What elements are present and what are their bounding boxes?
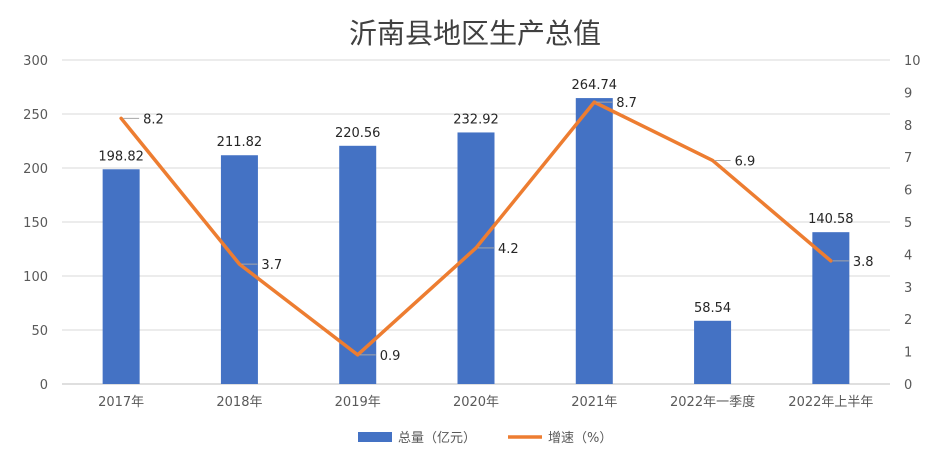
line-data-label: 6.9 <box>735 154 756 169</box>
line-data-label: 3.8 <box>853 255 874 270</box>
line-point <box>119 116 123 120</box>
line-data-label: 3.7 <box>261 258 282 273</box>
line-point <box>592 100 596 104</box>
legend-entry-line: 增速（%） <box>548 431 612 446</box>
x-tick-label: 2019年 <box>335 395 381 410</box>
bar-data-label: 58.54 <box>694 301 731 316</box>
y-left-tick-label: 200 <box>23 162 48 177</box>
legend-entry-bar: 总量（亿元） <box>398 431 476 446</box>
y-right-tick-label: 0 <box>904 378 912 393</box>
legend-swatch-bar <box>358 432 392 442</box>
y-right-tick-label: 6 <box>904 184 912 199</box>
x-tick-label: 2017年 <box>98 395 144 410</box>
x-tick-label: 2020年 <box>453 395 499 410</box>
y-left-tick-label: 150 <box>23 216 48 231</box>
line-data-label: 4.2 <box>498 242 519 257</box>
y-right-tick-label: 10 <box>904 54 921 69</box>
y-right-tick-label: 9 <box>904 86 912 101</box>
line-data-label: 0.9 <box>380 349 401 364</box>
line-data-label: 8.7 <box>616 96 637 111</box>
y-right-tick-label: 1 <box>904 346 912 361</box>
y-right-tick-label: 2 <box>904 313 912 328</box>
line-point <box>356 353 360 357</box>
bar <box>812 232 850 384</box>
x-tick-label: 2022年一季度 <box>670 394 755 410</box>
bar-data-label: 211.82 <box>217 135 263 150</box>
bar-data-label: 198.82 <box>98 149 144 164</box>
bar <box>339 145 377 384</box>
line-point <box>829 259 833 263</box>
y-right-tick-label: 8 <box>904 119 912 134</box>
y-left-tick-label: 100 <box>23 270 48 285</box>
bar <box>694 320 732 384</box>
line-point <box>711 158 715 162</box>
bar-data-label: 264.74 <box>572 78 618 93</box>
bar <box>220 155 258 384</box>
y-right-tick-label: 7 <box>904 151 912 166</box>
x-tick-label: 2021年 <box>571 395 617 410</box>
line-point <box>237 262 241 266</box>
line-data-label: 8.2 <box>143 112 164 127</box>
chart-title: 沂南县地区生产总值 <box>348 17 601 50</box>
bar-data-label: 220.56 <box>335 126 381 141</box>
y-right-tick-label: 4 <box>904 248 912 263</box>
bar <box>575 98 613 384</box>
y-right-tick-label: 3 <box>904 281 912 296</box>
y-left-tick-label: 0 <box>40 378 48 393</box>
x-tick-label: 2022年上半年 <box>788 395 873 410</box>
y-right-tick-label: 5 <box>904 216 912 231</box>
y-left-tick-label: 300 <box>23 54 48 69</box>
bar <box>102 169 140 384</box>
y-left-tick-label: 50 <box>31 324 48 339</box>
y-left-tick-label: 250 <box>23 108 48 123</box>
bar-data-label: 232.92 <box>453 112 499 127</box>
line-point <box>474 246 478 250</box>
bar-data-label: 140.58 <box>808 212 854 227</box>
x-tick-label: 2018年 <box>216 395 262 410</box>
